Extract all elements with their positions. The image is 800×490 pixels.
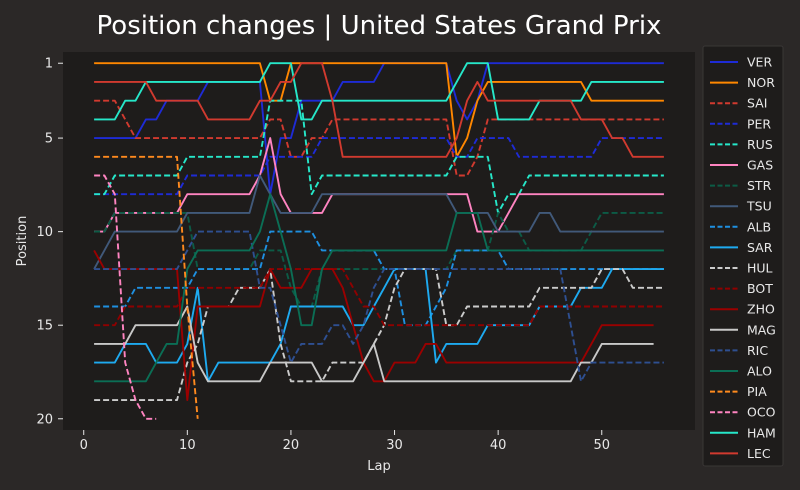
series-layer bbox=[93, 62, 664, 420]
legend-label-pia: PIA bbox=[747, 384, 767, 399]
series-line-zho bbox=[93, 249, 654, 402]
x-tick-label: 50 bbox=[593, 438, 610, 453]
series-line-ric bbox=[94, 230, 664, 383]
series-line-oco bbox=[94, 174, 157, 420]
legend-label-sai: SAI bbox=[747, 96, 767, 111]
legend-label-ham: HAM bbox=[747, 425, 776, 440]
legend-label-hul: HUL bbox=[747, 261, 773, 276]
x-tick-label: 10 bbox=[179, 438, 196, 453]
legend-label-str: STR bbox=[747, 178, 772, 193]
x-tick-label: 40 bbox=[490, 438, 507, 453]
legend-label-bot: BOT bbox=[747, 281, 773, 296]
series-line-sai bbox=[94, 99, 664, 177]
x-tick-label: 30 bbox=[386, 438, 403, 453]
series-line-alo bbox=[94, 193, 664, 383]
y-tick-label: 10 bbox=[36, 225, 53, 240]
y-tick-label: 15 bbox=[36, 319, 53, 334]
series-line-str bbox=[94, 211, 664, 308]
x-tick-label: 20 bbox=[283, 438, 300, 453]
legend-label-per: PER bbox=[747, 116, 771, 131]
series-line-ver bbox=[94, 62, 664, 196]
y-tick-label: 20 bbox=[36, 412, 53, 427]
legend-label-sar: SAR bbox=[747, 240, 773, 255]
series-line-pia bbox=[94, 155, 199, 419]
legend-label-mag: MAG bbox=[747, 322, 776, 337]
x-axis-label: Lap bbox=[367, 459, 390, 474]
legend-label-ric: RIC bbox=[747, 343, 768, 358]
legend-label-tsu: TSU bbox=[746, 199, 772, 214]
legend-label-gas: GAS bbox=[747, 158, 773, 173]
series-line-rus bbox=[94, 99, 664, 214]
x-tick-label: 0 bbox=[80, 438, 88, 453]
plot-area bbox=[63, 52, 695, 430]
y-axis-label: Position bbox=[15, 216, 30, 267]
series-line-alb bbox=[94, 230, 664, 327]
legend-label-alo: ALO bbox=[747, 364, 772, 379]
series-line-ham bbox=[94, 62, 664, 121]
legend-label-lec: LEC bbox=[747, 446, 771, 461]
chart-title: Position changes | United States Grand P… bbox=[97, 11, 662, 41]
y-tick-label: 1 bbox=[45, 57, 53, 72]
legend-label-oco: OCO bbox=[747, 405, 776, 420]
legend: VER NOR SAI PER RUS GAS STR TSU ALB SAR HUL BOT ZHO M… bbox=[702, 45, 784, 467]
legend-box bbox=[702, 45, 784, 467]
series-line-mag bbox=[94, 305, 654, 383]
legend-label-ver: VER bbox=[747, 55, 772, 70]
legend-label-rus: RUS bbox=[747, 137, 773, 152]
y-tick-label: 5 bbox=[45, 132, 53, 147]
legend-label-zho: ZHO bbox=[747, 302, 775, 317]
legend-label-nor: NOR bbox=[747, 75, 775, 90]
series-line-lec bbox=[94, 62, 664, 158]
legend-label-alb: ALB bbox=[747, 219, 771, 234]
